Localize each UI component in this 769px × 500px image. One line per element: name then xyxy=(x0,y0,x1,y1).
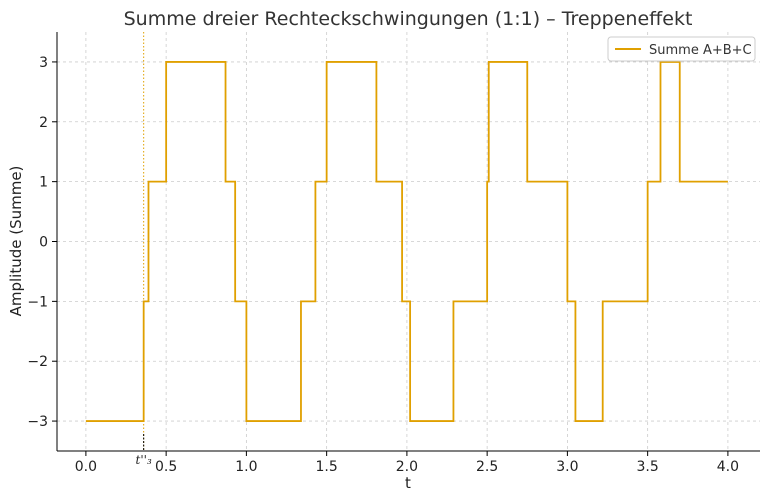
chart-title: Summe dreier Rechteckschwingungen (1:1) … xyxy=(124,8,693,30)
y-tick-label: −2 xyxy=(27,354,48,370)
x-tick-label: 0.5 xyxy=(155,459,177,475)
y-axis-label: Amplitude (Summe) xyxy=(7,166,25,317)
annotation-layer: t''₃ xyxy=(136,32,152,467)
x-tick-label: 2.5 xyxy=(476,459,498,475)
x-tick-label: 0.0 xyxy=(75,459,97,475)
grid xyxy=(57,32,760,451)
x-axis-ticks: 0.0 0.5 1.0 1.5 2.0 2.5 3.0 3.5 4.0 xyxy=(75,451,739,475)
x-tick-label: 3.0 xyxy=(556,459,578,475)
x-tick-label: 2.0 xyxy=(396,459,418,475)
x-axis-label: t xyxy=(405,474,411,492)
x-tick-label: 1.0 xyxy=(235,459,257,475)
y-tick-label: −1 xyxy=(27,294,48,310)
annotation-tick-label: t''₃ xyxy=(136,453,152,467)
legend-label: Summe A+B+C xyxy=(649,43,752,58)
x-tick-label: 1.5 xyxy=(316,459,338,475)
x-tick-label: 4.0 xyxy=(717,459,739,475)
y-tick-label: 0 xyxy=(39,235,48,251)
y-tick-label: −3 xyxy=(27,414,48,430)
y-tick-label: 2 xyxy=(39,115,48,131)
x-tick-label: 3.5 xyxy=(637,459,659,475)
series-line xyxy=(85,61,728,422)
y-tick-label: 1 xyxy=(39,175,48,191)
series-layer xyxy=(85,61,728,422)
legend-box xyxy=(607,36,756,62)
y-axis-ticks: −3 −2 −1 0 1 2 3 xyxy=(27,55,57,430)
legend: Summe A+B+C xyxy=(607,36,756,62)
y-tick-label: 3 xyxy=(39,55,48,71)
